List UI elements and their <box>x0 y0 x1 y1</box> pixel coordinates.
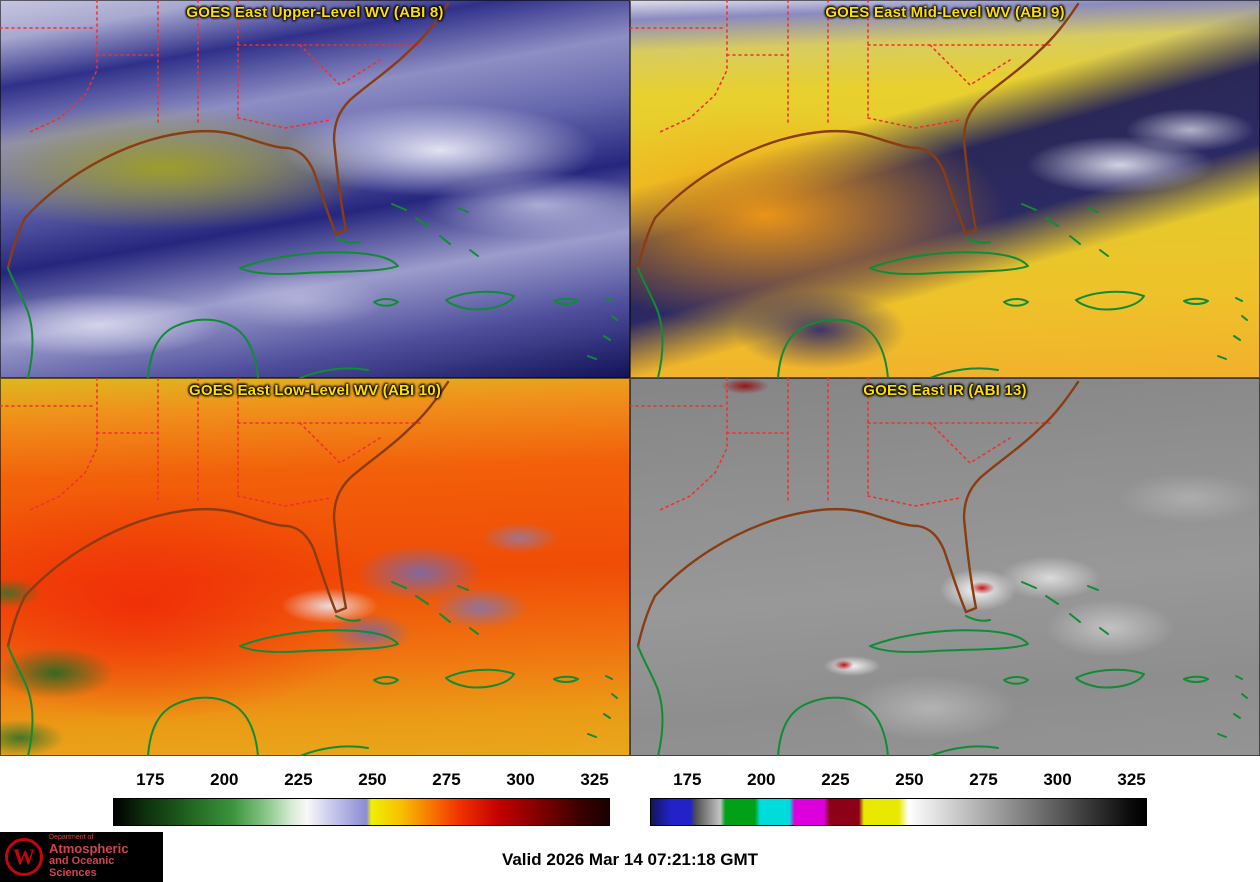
satellite-panel-upper-level-wv: GOES East Upper-Level WV (ABI 8) <box>0 0 630 378</box>
ir-colorbar: 175 200 225 250 275 300 325 <box>650 770 1147 832</box>
ir-colorbar-gradient <box>650 798 1147 826</box>
satellite-panel-mid-level-wv: GOES East Mid-Level WV (ABI 9) <box>630 0 1260 378</box>
tick-label: 300 <box>1043 770 1072 789</box>
panel-title: GOES East Low-Level WV (ABI 10) <box>188 382 442 399</box>
logo-name-line-1: Atmospheric <box>49 840 129 856</box>
valid-time: Valid 2026 Mar 14 07:21:18 GMT <box>501 850 759 869</box>
satellite-panel-low-level-wv: GOES East Low-Level WV (ABI 10) <box>0 378 630 756</box>
panel-title: GOES East IR (ABI 13) <box>863 382 1027 399</box>
tick-label: 200 <box>210 770 239 789</box>
tick-label: 325 <box>580 770 609 789</box>
tick-label: 250 <box>358 770 387 789</box>
tick-label: 225 <box>284 770 313 789</box>
map-overlay <box>0 378 619 756</box>
tick-label: 300 <box>506 770 535 789</box>
tick-label: 250 <box>895 770 924 789</box>
tick-label: 325 <box>1117 770 1146 789</box>
map-overlay <box>630 0 1249 378</box>
map-overlay <box>630 378 1249 756</box>
map-overlay <box>0 0 619 378</box>
ir-colorbar-ticks: 175 200 225 250 275 300 325 <box>650 770 1147 794</box>
uw-crest-icon: W <box>5 838 43 876</box>
tick-label: 275 <box>432 770 461 789</box>
tick-label: 275 <box>969 770 998 789</box>
wv-colorbar-ticks: 175 200 225 250 275 300 325 <box>113 770 610 794</box>
footer: 175 200 225 250 275 300 325 175 200 225 … <box>0 756 1260 882</box>
wv-colorbar: 175 200 225 250 275 300 325 <box>113 770 610 832</box>
tick-label: 200 <box>747 770 776 789</box>
panel-title: GOES East Mid-Level WV (ABI 9) <box>825 4 1065 21</box>
tick-label: 175 <box>136 770 165 789</box>
tick-label: 175 <box>673 770 702 789</box>
logo-name-line-2: and Oceanic Sciences <box>49 854 115 879</box>
logo-dept-line: Department of <box>49 834 94 842</box>
panel-grid: GOES East Upper-Level WV (ABI 8) GOES Ea… <box>0 0 1260 756</box>
panel-title: GOES East Upper-Level WV (ABI 8) <box>186 4 444 21</box>
uw-aos-logo: W Department of Atmospheric and Oceanic … <box>0 832 163 882</box>
wv-colorbar-gradient <box>113 798 610 826</box>
tick-label: 225 <box>821 770 850 789</box>
logo-text: Department of Atmospheric and Oceanic Sc… <box>49 834 163 879</box>
satellite-panel-ir: GOES East IR (ABI 13) <box>630 378 1260 756</box>
